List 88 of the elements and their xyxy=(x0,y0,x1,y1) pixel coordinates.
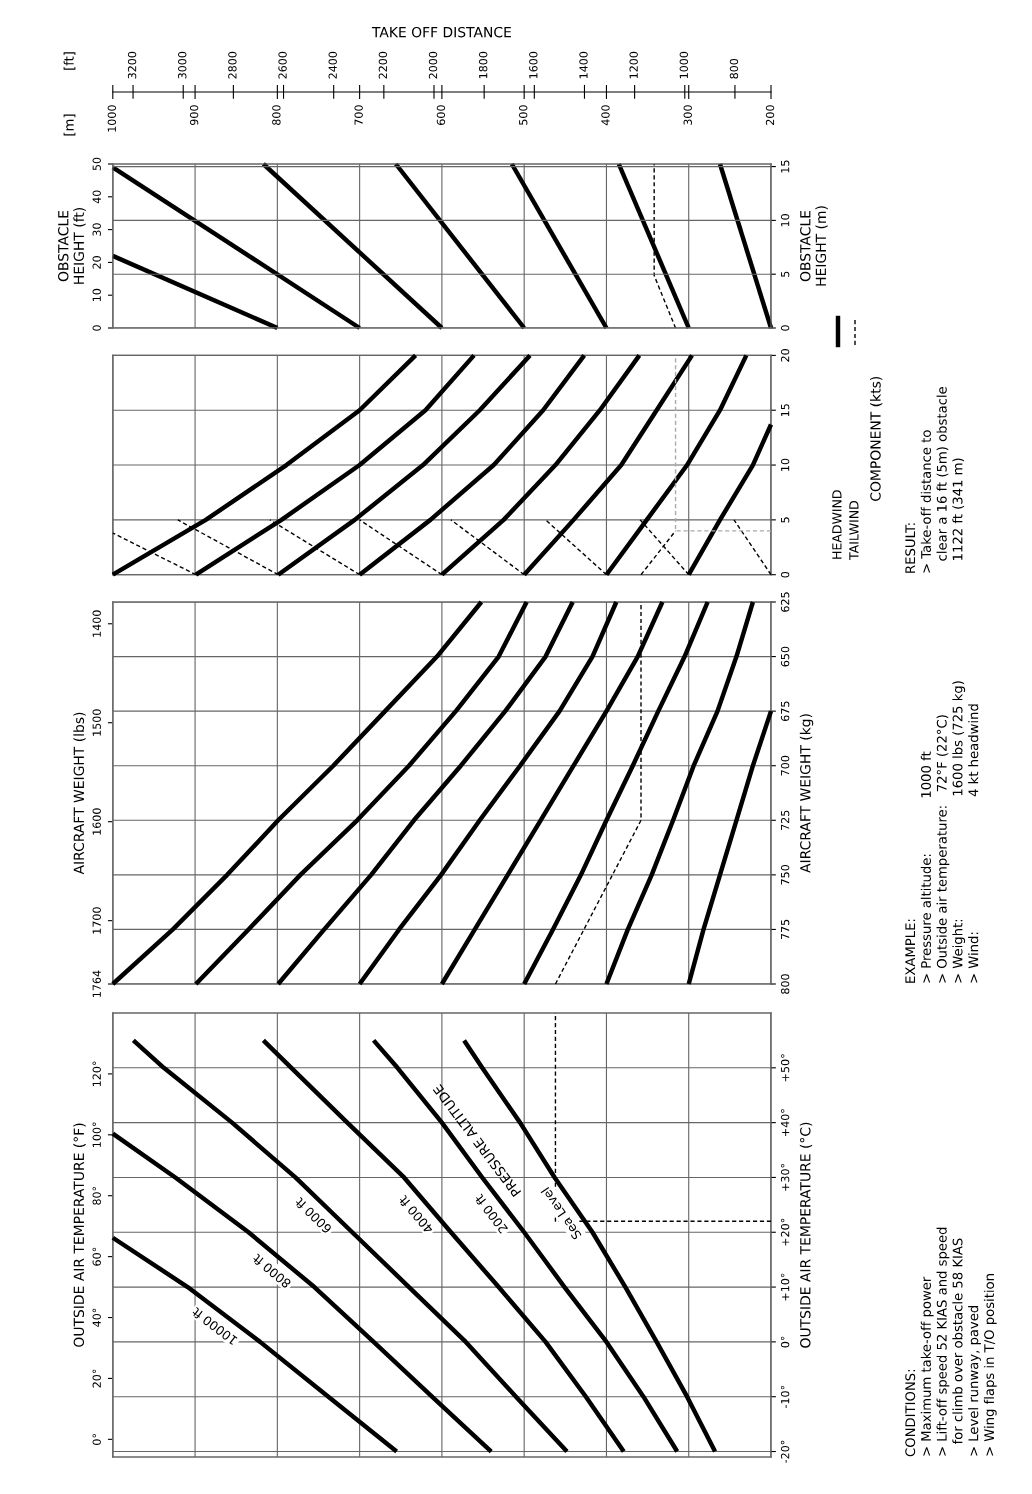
text: TAILWIND xyxy=(849,500,859,561)
y-tick-label: 1400 xyxy=(92,610,101,637)
y2-tick-label: 725 xyxy=(780,810,790,830)
y2-tick-label: 0 xyxy=(780,571,790,578)
y2-tick-label: +30° xyxy=(780,1164,790,1191)
y2-tick-label: -20° xyxy=(780,1440,790,1463)
y2-tick-label: 20 xyxy=(780,349,790,362)
x-tick-label: 400 xyxy=(601,105,610,126)
y2-axis-title: AIRCRAFT WEIGHT (kg) xyxy=(799,714,814,873)
y2-tick-label: 675 xyxy=(780,701,790,721)
y-tick-label: 20 xyxy=(92,256,101,269)
y-axis-title: OBSTACLE HEIGHT (ft) xyxy=(58,208,86,284)
x-tick-label: 800 xyxy=(272,105,281,125)
y-tick-label: 30 xyxy=(92,223,101,236)
y2-tick-label: 15 xyxy=(781,160,790,173)
text: [m] xyxy=(63,114,76,136)
x-tick-label: 1000 xyxy=(107,105,117,132)
y2-tick-label: 750 xyxy=(780,864,790,885)
x-tick-label: 600 xyxy=(436,105,446,125)
y-tick-label: 0° xyxy=(92,1434,101,1445)
text: EXAMPLE: > Pressure altitude: 1000 ft > Outside air temperature: 72°F (22°C) > Weight: 1600 lbs (725 kg) > Wind: 4 kt headwind xyxy=(905,681,979,983)
y-tick-label: 1600 xyxy=(92,808,101,835)
y2-tick-label: 775 xyxy=(781,919,790,940)
x2-tick-label: 2000 xyxy=(428,51,438,79)
x2-tick-label: 2400 xyxy=(328,51,337,79)
y-tick-label: 60° xyxy=(92,1247,101,1266)
line-series xyxy=(110,1235,399,1454)
x2-tick-label: 1200 xyxy=(629,51,638,79)
y-tick-label: 1700 xyxy=(92,907,101,934)
y2-tick-label: 0 xyxy=(780,325,790,331)
y2-tick-label: 15 xyxy=(781,404,790,417)
x-tick-label: 300 xyxy=(683,105,692,125)
x2-tick-label: 2600 xyxy=(278,51,287,79)
y2-tick-label: 800 xyxy=(780,974,790,994)
y-tick-label: 80° xyxy=(92,1186,101,1205)
x2-tick-label: 2200 xyxy=(378,51,388,79)
line-series xyxy=(275,599,575,987)
line-series xyxy=(521,599,710,987)
y2-tick-label: 650 xyxy=(780,646,790,667)
y-axis-title: OUTSIDE AIR TEMPERATURE (°F) xyxy=(73,1123,86,1347)
x2-tick-label: 1800 xyxy=(478,51,488,79)
x2-tick-label: 1000 xyxy=(679,51,689,79)
y-axis-title: AIRCRAFT WEIGHT (lbs) xyxy=(73,712,86,875)
y-tick-label: 1500 xyxy=(92,709,101,736)
line-series xyxy=(357,599,619,987)
text: HEADWIND xyxy=(832,490,842,559)
y2-tick-label: 5 xyxy=(781,517,790,523)
x-tick-label: 900 xyxy=(189,105,199,126)
y-tick-label: 0 xyxy=(92,325,101,331)
text: CONDITIONS: > Maximum take-off power > Lift-off speed 52 KIAS and speed for climb over obstacle 58 KIAS > Level runway, paved > Wing flaps in T/O position xyxy=(905,1227,997,1457)
x-tick-label: 500 xyxy=(518,105,528,125)
y-tick-label: 40° xyxy=(92,1308,101,1327)
y-tick-label: 50 xyxy=(92,157,101,171)
y2-axis-title: COMPONENT (kts) xyxy=(870,376,883,501)
x2-tick-label: 3200 xyxy=(127,51,137,79)
text: RESULT: > Take-off distance to clear a 16 ft (5m) obstacle 1122 ft (341 m) xyxy=(905,386,965,573)
x2-tick-label: 3000 xyxy=(178,51,187,79)
y2-tick-label: +10° xyxy=(780,1273,790,1301)
y2-tick-label: 625 xyxy=(780,592,790,612)
y2-tick-label: 0° xyxy=(780,1336,790,1348)
x2-tick-label: 1400 xyxy=(579,51,588,79)
x-tick-label: 700 xyxy=(354,105,363,125)
x2-tick-label: 800 xyxy=(729,58,739,79)
y2-tick-label: 700 xyxy=(780,755,790,776)
line-series xyxy=(604,599,756,987)
x-tick-label: 200 xyxy=(765,105,775,125)
x-axis-title: TAKE OFF DISTANCE xyxy=(371,26,511,38)
x2-tick-label: 2800 xyxy=(228,51,237,79)
y2-axis-title: OBSTACLE HEIGHT (m) xyxy=(800,206,828,286)
y-tick-label: 1764 xyxy=(92,970,101,997)
y-tick-label: 10 xyxy=(92,288,101,302)
x2-tick-label: 1600 xyxy=(529,51,538,79)
y-tick-label: 100° xyxy=(92,1122,101,1147)
line-series xyxy=(371,1038,680,1454)
y2-tick-label: 10 xyxy=(780,458,790,471)
y2-tick-label: +50° xyxy=(780,1054,790,1082)
y2-tick-label: 5 xyxy=(781,271,790,277)
y-tick-label: 40 xyxy=(92,190,101,204)
y2-axis-title: OUTSIDE AIR TEMPERATURE (°C) xyxy=(799,1122,813,1348)
line-series xyxy=(439,599,665,987)
text: [ft] xyxy=(63,52,76,70)
y-tick-label: 20° xyxy=(92,1369,101,1388)
y2-tick-label: -10° xyxy=(780,1385,790,1409)
y2-tick-label: +20° xyxy=(780,1218,790,1246)
line-series xyxy=(193,599,529,987)
y2-tick-label: +40° xyxy=(780,1109,790,1136)
y2-tick-label: 10 xyxy=(780,214,790,227)
y-tick-label: 120° xyxy=(92,1061,101,1087)
